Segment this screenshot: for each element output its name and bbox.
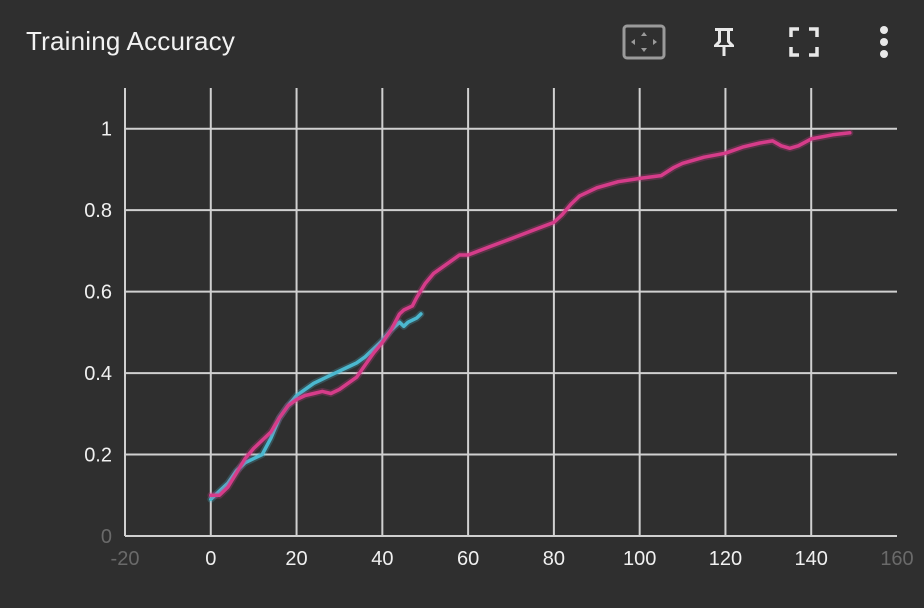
x-tick-label: 60 bbox=[457, 548, 479, 570]
y-tick-label: 1 bbox=[101, 119, 112, 141]
y-tick-label: 0.8 bbox=[84, 200, 112, 222]
fullscreen-icon bbox=[789, 27, 819, 57]
x-tick-label: 100 bbox=[623, 548, 656, 570]
y-tick-label: 0 bbox=[101, 526, 112, 548]
x-tick-label: -20 bbox=[111, 548, 140, 570]
pin-button[interactable] bbox=[702, 22, 746, 62]
series-0-line bbox=[209, 312, 423, 502]
x-tick-label: 140 bbox=[795, 548, 828, 570]
x-tick-label: 80 bbox=[543, 548, 565, 570]
series-1-halo bbox=[207, 129, 854, 499]
x-tick-label: 160 bbox=[880, 548, 913, 570]
fit-domain-icon bbox=[622, 24, 666, 60]
chart-grid bbox=[124, 88, 897, 537]
card-header: Training Accuracy bbox=[0, 0, 924, 84]
more-vert-icon bbox=[880, 26, 888, 58]
series-1-line bbox=[209, 131, 852, 498]
x-tick-label: 0 bbox=[205, 548, 216, 570]
chart-series bbox=[207, 129, 854, 503]
y-tick-label: 0.4 bbox=[84, 363, 112, 385]
x-tick-label: 40 bbox=[371, 548, 393, 570]
more-options-button[interactable] bbox=[862, 22, 906, 62]
series-0-halo bbox=[207, 310, 425, 503]
y-tick-label: 0.6 bbox=[84, 282, 112, 304]
fullscreen-button[interactable] bbox=[782, 22, 826, 62]
card-title: Training Accuracy bbox=[26, 26, 236, 56]
pin-icon bbox=[714, 28, 734, 56]
fit-domain-button[interactable] bbox=[622, 22, 666, 62]
x-tick-label: 120 bbox=[709, 548, 742, 570]
y-tick-label: 0.2 bbox=[84, 445, 112, 467]
x-tick-label: 20 bbox=[285, 548, 307, 570]
